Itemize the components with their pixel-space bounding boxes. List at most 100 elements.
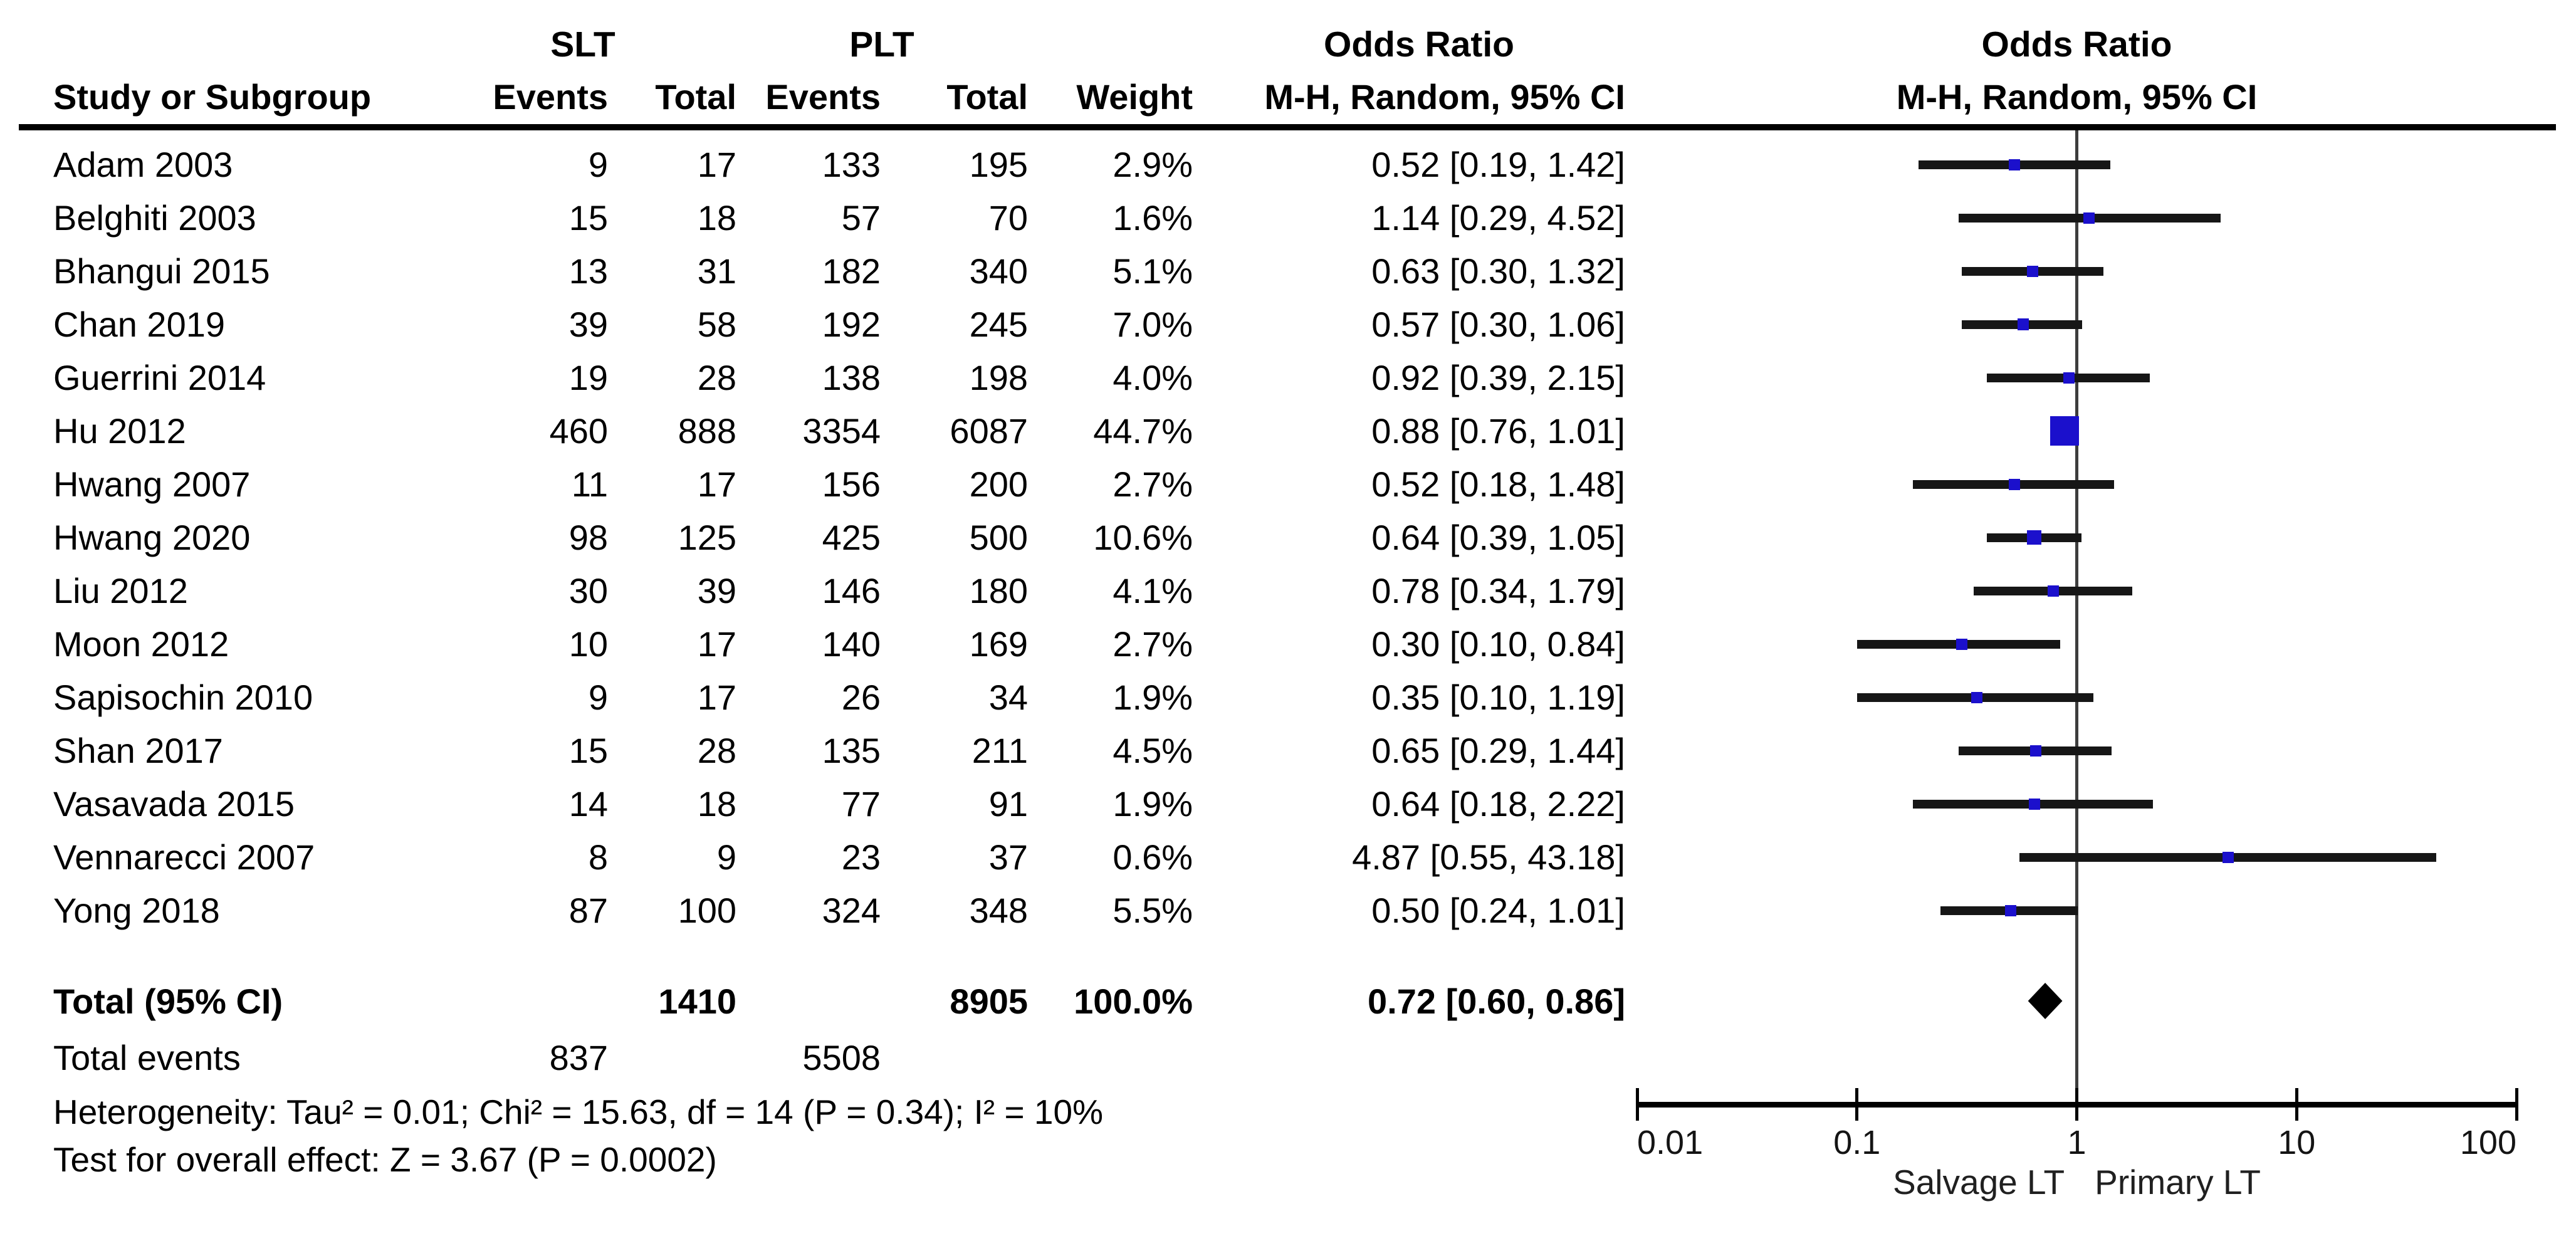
- slt-events: 19: [568, 358, 608, 397]
- weight: 1.9%: [1113, 784, 1193, 824]
- weight: 44.7%: [1093, 411, 1193, 451]
- study-name: Vasavada 2015: [53, 784, 295, 824]
- plt-events: 57: [841, 198, 881, 238]
- column-header-row: Study or Subgroup Events Total Events To…: [53, 70, 1625, 123]
- or-col-subheader: M-H, Random, 95% CI: [1264, 77, 1625, 117]
- or-ci-text: 0.92 [0.39, 2.15]: [1371, 358, 1625, 397]
- effect-square: [2222, 851, 2234, 863]
- total-label: Total (95% CI): [53, 981, 283, 1021]
- total-slt-n: 1410: [658, 981, 736, 1021]
- plt-total: 169: [969, 624, 1028, 664]
- study-name: Hwang 2020: [53, 518, 251, 557]
- or-ci-text: 0.64 [0.18, 2.22]: [1371, 784, 1625, 824]
- weight: 1.6%: [1113, 198, 1193, 238]
- slt-events: 15: [568, 198, 608, 238]
- plt-events: 26: [841, 678, 881, 717]
- effect-square: [2050, 416, 2080, 446]
- slt-events: 8: [588, 837, 608, 877]
- weight: 10.6%: [1093, 518, 1193, 557]
- weight: 5.1%: [1113, 251, 1193, 291]
- total-events-label: Total events: [53, 1037, 241, 1077]
- axis-direction-labels: Salvage LT Primary LT: [1893, 1162, 2261, 1202]
- total1-col-header: Total: [655, 77, 736, 117]
- plt-total: 34: [988, 678, 1028, 717]
- slt-total: 17: [697, 624, 736, 664]
- effect-square: [2027, 265, 2039, 277]
- or-ci-text: 0.65 [0.29, 1.44]: [1371, 731, 1625, 770]
- plt-events: 135: [822, 731, 881, 770]
- plt-total: 245: [969, 305, 1028, 344]
- study-name: Guerrini 2014: [53, 358, 266, 397]
- plt-events: 133: [822, 145, 881, 184]
- or-ci-text: 0.50 [0.24, 1.01]: [1371, 891, 1625, 930]
- group1-header: SLT: [550, 24, 615, 65]
- total2-col-header: Total: [946, 77, 1028, 117]
- or-ci-text: 0.63 [0.30, 1.32]: [1371, 251, 1625, 291]
- table-row: Vennarecci 2007 8 9 23 37 0.6% 4.87 [0.5…: [53, 830, 1625, 884]
- weight: 0.6%: [1113, 837, 1193, 877]
- events2-col-header: Events: [765, 77, 881, 117]
- or-column-title: Odds Ratio: [1323, 24, 1515, 65]
- slt-total: 31: [697, 251, 736, 291]
- or-ci-text: 4.87 [0.55, 43.18]: [1352, 837, 1625, 877]
- study-name: Bhangui 2015: [53, 251, 270, 291]
- plt-total: 211: [971, 731, 1028, 770]
- plt-total: 500: [969, 518, 1028, 557]
- total-or-label: 0.72 [0.60, 0.86]: [1368, 981, 1625, 1021]
- plt-total: 180: [969, 571, 1028, 610]
- total-events-row: Total events 837 5508: [53, 1031, 1625, 1084]
- table-row: Bhangui 2015 13 31 182 340 5.1% 0.63 [0.…: [53, 244, 1625, 298]
- total-plt-n: 8905: [950, 981, 1028, 1021]
- axis-tick: [2295, 1088, 2298, 1121]
- plt-events: 324: [822, 891, 881, 930]
- slt-events: 14: [568, 784, 608, 824]
- plt-events: 77: [841, 784, 881, 824]
- plt-events: 23: [841, 837, 881, 877]
- study-name: Chan 2019: [53, 305, 226, 344]
- slt-total: 28: [697, 731, 736, 770]
- plt-total: 198: [969, 358, 1028, 397]
- or-ci-text: 0.52 [0.19, 1.42]: [1371, 145, 1625, 184]
- axis-tick-label: 10: [2278, 1124, 2316, 1161]
- slt-events: 10: [568, 624, 608, 664]
- table-row: Vasavada 2015 14 18 77 91 1.9% 0.64 [0.1…: [53, 777, 1625, 830]
- summary-diamond: [2028, 983, 2063, 1019]
- plt-total: 6087: [950, 411, 1028, 451]
- weight: 1.9%: [1113, 678, 1193, 717]
- or-ci-text: 0.78 [0.34, 1.79]: [1371, 571, 1625, 610]
- weight: 2.7%: [1113, 624, 1193, 664]
- weight-col-header: Weight: [1076, 77, 1193, 117]
- weight: 4.1%: [1113, 571, 1193, 610]
- slt-events: 30: [568, 571, 608, 610]
- plt-events: 192: [822, 305, 881, 344]
- slt-events: 11: [571, 464, 608, 504]
- plt-events: 182: [822, 251, 881, 291]
- plt-events: 425: [822, 518, 881, 557]
- heterogeneity-stats: Heterogeneity: Tau² = 0.01; Chi² = 15.63…: [53, 1092, 1103, 1131]
- header-divider: [19, 124, 2556, 130]
- or-ci-text: 1.14 [0.29, 4.52]: [1371, 198, 1625, 238]
- study-name: Liu 2012: [53, 571, 188, 610]
- favours-right-label: Primary LT: [2095, 1163, 2261, 1202]
- plt-total: 348: [969, 891, 1028, 930]
- group2-header: PLT: [849, 24, 914, 65]
- slt-total: 18: [697, 198, 736, 238]
- effect-square: [1956, 638, 1968, 650]
- table-row: Hu 2012 460 888 3354 6087 44.7% 0.88 [0.…: [53, 404, 1625, 458]
- table-row: Belghiti 2003 15 18 57 70 1.6% 1.14 [0.2…: [53, 191, 1625, 244]
- slt-events: 39: [568, 305, 608, 344]
- table-row: Chan 2019 39 58 192 245 7.0% 0.57 [0.30,…: [53, 298, 1625, 351]
- plt-total: 200: [969, 464, 1028, 504]
- table-row: Hwang 2007 11 17 156 200 2.7% 0.52 [0.18…: [53, 458, 1625, 511]
- favours-left-label: Salvage LT: [1893, 1163, 2065, 1202]
- effect-square: [2008, 159, 2020, 170]
- slt-events: 460: [549, 411, 608, 451]
- slt-total: 28: [697, 358, 736, 397]
- study-name: Belghiti 2003: [53, 198, 256, 238]
- or-ci-text: 0.52 [0.18, 1.48]: [1371, 464, 1625, 504]
- slt-total: 18: [697, 784, 736, 824]
- table-row: Liu 2012 30 39 146 180 4.1% 0.78 [0.34, …: [53, 564, 1625, 617]
- slt-total: 17: [697, 464, 736, 504]
- axis-tick: [1635, 1088, 1639, 1121]
- effect-square: [1971, 691, 1982, 703]
